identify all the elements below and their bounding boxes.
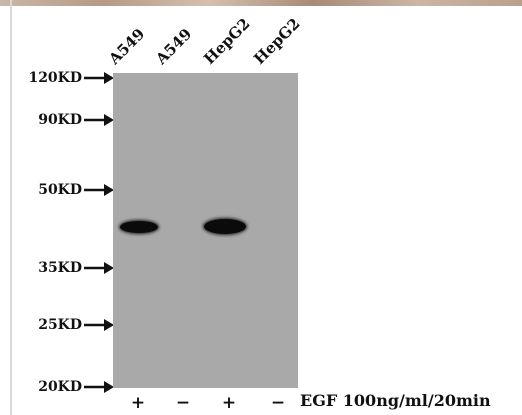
treatment-lane-3: + [221, 393, 237, 413]
band-lane-3 [204, 219, 246, 234]
lane-label-1: A549 [105, 24, 149, 68]
marker-120kd: 120KD [20, 68, 114, 88]
right-arrow-icon [84, 319, 114, 331]
marker-20kd: 20KD [20, 377, 114, 397]
band-lane-1 [120, 221, 158, 233]
lane-label-4: HepG2 [250, 14, 304, 68]
marker-label: 120KD [28, 70, 82, 86]
marker-25kd: 25KD [20, 315, 114, 335]
marker-label: 50KD [38, 182, 82, 198]
treatment-lane-1: + [130, 393, 146, 413]
marker-90kd: 90KD [20, 110, 114, 130]
right-arrow-icon [84, 381, 114, 393]
lane-label-2: A549 [152, 24, 196, 68]
marker-label: 25KD [38, 317, 82, 333]
marker-35kd: 35KD [20, 258, 114, 278]
cropped-top-strip [0, 0, 522, 6]
blot-membrane [113, 73, 298, 388]
treatment-lane-4: − [270, 393, 286, 413]
right-arrow-icon [84, 114, 114, 126]
right-arrow-icon [84, 72, 114, 84]
marker-50kd: 50KD [20, 180, 114, 200]
treatment-lane-2: − [175, 393, 191, 413]
marker-label: 20KD [38, 379, 82, 395]
left-border-rule [10, 0, 12, 415]
marker-label: 90KD [38, 112, 82, 128]
treatment-label: EGF 100ng/ml/20min [300, 391, 491, 410]
right-arrow-icon [84, 262, 114, 274]
right-arrow-icon [84, 184, 114, 196]
marker-label: 35KD [38, 260, 82, 276]
lane-label-3: HepG2 [200, 14, 254, 68]
